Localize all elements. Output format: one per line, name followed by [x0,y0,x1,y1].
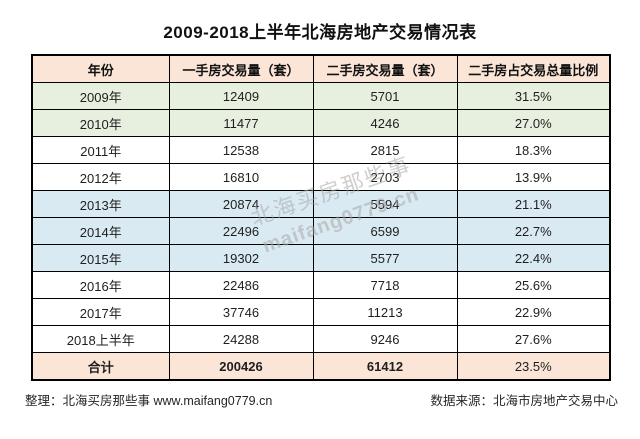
cell-year: 2012年 [31,163,170,191]
cell-total-label: 合计 [31,352,170,381]
table-row: 2013年 20874 5594 21.1% [31,190,611,218]
cell-year: 2016年 [31,271,170,299]
cell-ratio: 31.5% [456,82,611,110]
cell-second: 9246 [312,325,458,353]
cell-ratio: 22.7% [456,217,611,245]
cell-ratio: 21.1% [456,190,611,218]
cell-ratio: 22.4% [456,244,611,272]
cell-year: 2018上半年 [31,325,170,353]
cell-new: 22486 [168,271,314,299]
cell-new: 20874 [168,190,314,218]
cell-second: 6599 [312,217,458,245]
cell-year: 2013年 [31,190,170,218]
column-header-ratio: 二手房占交易总量比例 [456,54,611,83]
cell-new: 37746 [168,298,314,326]
table-header-row: 年份 一手房交易量（套） 二手房交易量（套） 二手房占交易总量比例 [31,54,611,83]
page-title: 2009-2018上半年北海房地产交易情况表 [163,23,477,42]
table-total-row: 合计 200426 61412 23.5% [31,352,611,381]
cell-second: 11213 [312,298,458,326]
footer-data-source: 数据来源：北海市房地产交易中心 [430,394,618,408]
cell-year: 2011年 [31,136,170,164]
cell-ratio: 18.3% [456,136,611,164]
cell-new: 24288 [168,325,314,353]
column-header-year: 年份 [31,54,170,83]
column-header-second-hand: 二手房交易量（套） [312,54,458,83]
cell-new: 12538 [168,136,314,164]
cell-ratio: 13.9% [456,163,611,191]
cell-new: 11477 [168,109,314,137]
cell-total-ratio: 23.5% [456,352,611,381]
table-row: 2014年 22496 6599 22.7% [31,217,611,245]
table-row: 2011年 12538 2815 18.3% [31,136,611,164]
cell-year: 2017年 [31,298,170,326]
table-row: 2017年 37746 11213 22.9% [31,298,611,326]
cell-new: 19302 [168,244,314,272]
cell-new: 16810 [168,163,314,191]
cell-year: 2010年 [31,109,170,137]
table-row: 2009年 12409 5701 31.5% [31,82,611,110]
cell-second: 2703 [312,163,458,191]
cell-year: 2009年 [31,82,170,110]
cell-second: 5701 [312,82,458,110]
cell-second: 2815 [312,136,458,164]
cell-total-second: 61412 [312,352,458,381]
cell-new: 12409 [168,82,314,110]
footer-credit: 整理：北海买房那些事 www.maifang0779.cn [25,394,273,408]
cell-year: 2015年 [31,244,170,272]
cell-ratio: 22.9% [456,298,611,326]
table-row: 2015年 19302 5577 22.4% [31,244,611,272]
cell-ratio: 25.6% [456,271,611,299]
column-header-new-homes: 一手房交易量（套） [168,54,314,83]
table-row: 2010年 11477 4246 27.0% [31,109,611,137]
cell-ratio: 27.6% [456,325,611,353]
table-row: 2016年 22486 7718 25.6% [31,271,611,299]
table-row: 2012年 16810 2703 13.9% [31,163,611,191]
table-row: 2018上半年 24288 9246 27.6% [31,325,611,353]
cell-total-new: 200426 [168,352,314,381]
cell-year: 2014年 [31,217,170,245]
cell-second: 4246 [312,109,458,137]
cell-second: 7718 [312,271,458,299]
cell-new: 22496 [168,217,314,245]
cell-second: 5594 [312,190,458,218]
transactions-table: 年份 一手房交易量（套） 二手房交易量（套） 二手房占交易总量比例 2009年 … [31,54,611,381]
cell-second: 5577 [312,244,458,272]
cell-ratio: 27.0% [456,109,611,137]
